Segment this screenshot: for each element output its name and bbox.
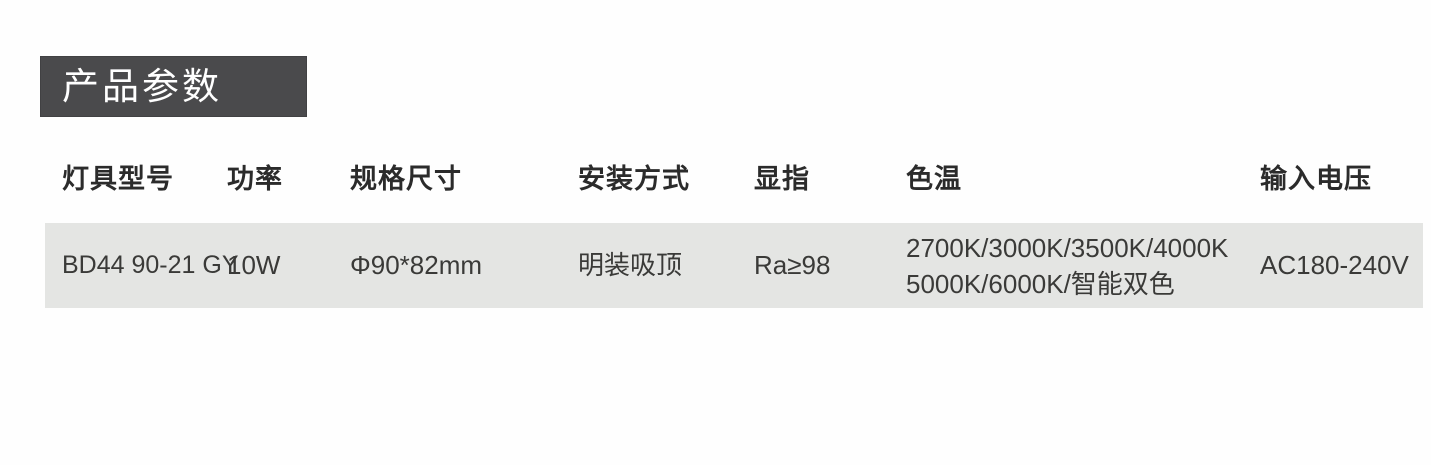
cct-line-2: 5000K/6000K/智能双色 [906, 268, 1175, 299]
column-header-install: 安装方式 [578, 163, 690, 194]
spec-table-data-row: BD44 90-21 GY 10W Φ90*82mm 明装吸顶 Ra≥98 27… [45, 223, 1423, 308]
spec-table-header-row: 灯具型号 功率 规格尺寸 安装方式 显指 色温 输入电压 [45, 141, 1423, 211]
section-title: 产品参数 [62, 66, 222, 107]
column-header-model: 灯具型号 [62, 163, 174, 194]
spec-table: 灯具型号 功率 规格尺寸 安装方式 显指 色温 输入电压 BD44 90-21 … [45, 141, 1423, 308]
column-header-power: 功率 [227, 163, 283, 194]
cell-install-value: 明装吸顶 [578, 250, 683, 281]
cell-cct-value: 2700K/3000K/3500K/4000K 5000K/6000K/智能双色 [906, 230, 1260, 302]
column-header-voltage: 输入电压 [1260, 163, 1372, 194]
cell-voltage-value: AC180-240V [1260, 250, 1409, 281]
cell-size-value: Φ90*82mm [350, 250, 483, 281]
cell-power-value: 10W [227, 250, 281, 281]
column-header-cri: 显指 [754, 163, 810, 194]
column-header-size: 规格尺寸 [350, 163, 462, 194]
cell-model-value: BD44 90-21 GY [62, 250, 239, 279]
cell-cri-value: Ra≥98 [754, 250, 831, 281]
column-header-cct: 色温 [906, 163, 962, 194]
section-title-badge: 产品参数 [40, 56, 307, 117]
cct-line-1: 2700K/3000K/3500K/4000K [906, 232, 1229, 263]
